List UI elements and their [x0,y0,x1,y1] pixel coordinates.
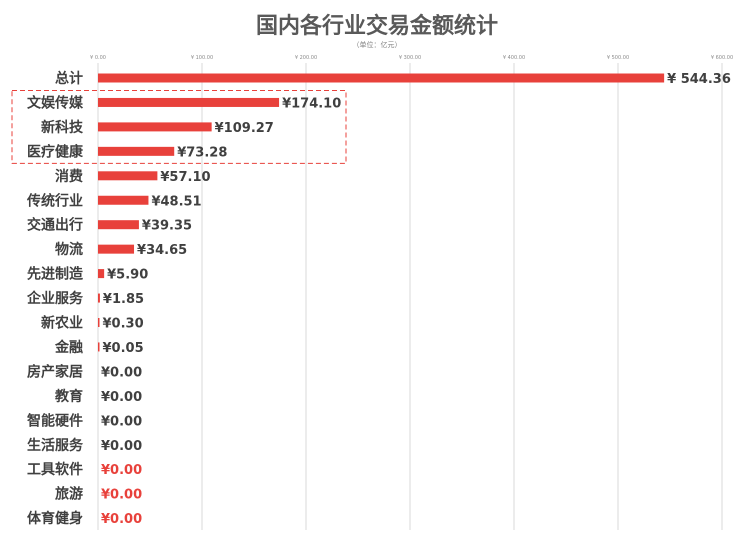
value-label: ¥ 544.36 [667,72,731,87]
category-label: 物流 [55,241,83,258]
x-tick-label: ¥ 500.00 [607,55,629,61]
x-tick-label: ¥ 600.00 [711,55,733,61]
value-label: ¥109.27 [215,121,274,136]
category-label: 体育健身 [27,510,83,527]
category-label: 企业服务 [26,290,84,307]
value-label: ¥73.28 [177,145,227,160]
x-tick-label: ¥ 100.00 [191,55,213,61]
bar [98,220,139,230]
category-label: 医疗健康 [27,143,84,160]
value-label: ¥39.35 [142,219,192,234]
bar [98,244,135,254]
category-label: 智能硬件 [26,412,83,429]
category-label: 消费 [55,168,83,185]
value-label: ¥0.05 [103,341,144,356]
x-tick-label: ¥ 0.00 [90,55,106,61]
category-label: 生活服务 [27,437,84,454]
bar [98,73,665,83]
x-tick-label: ¥ 300.00 [399,55,421,61]
value-label: ¥0.00 [101,463,142,478]
category-label: 新科技 [41,119,84,136]
highlight-box [11,89,347,164]
bar [98,171,158,181]
category-label: 先进制造 [27,266,83,283]
bar [98,342,100,352]
bar [98,318,100,327]
value-label: ¥57.10 [160,170,210,185]
value-label: ¥0.30 [103,317,144,332]
bar [98,293,100,303]
bar [98,195,149,205]
category-label: 教育 [55,388,83,405]
value-label: ¥0.00 [101,365,142,380]
value-label: ¥34.65 [137,243,187,258]
bar [98,97,280,107]
category-label: 传统行业 [26,192,83,209]
bar [98,269,105,279]
x-tick-label: ¥ 400.00 [503,55,525,61]
category-label: 金融 [54,339,83,356]
category-label: 文娱传媒 [27,94,84,111]
value-label: ¥0.00 [101,414,142,429]
category-label: 房产家居 [27,363,83,380]
value-label: ¥5.90 [107,268,148,283]
category-label: 总计 [55,70,83,87]
x-tick-label: ¥ 200.00 [295,55,317,61]
category-label: 交通出行 [27,217,83,234]
category-label: 新农业 [41,315,83,332]
value-label: ¥0.00 [101,439,142,454]
value-label: ¥0.00 [101,488,142,503]
bar [98,146,175,156]
chart-subtitle: （单位：亿元） [352,41,402,49]
chart-title: 国内各行业交易金额统计 [255,14,498,39]
bar [98,122,212,132]
value-label: ¥0.00 [101,390,142,405]
value-label: ¥48.51 [151,194,201,209]
value-label: ¥0.00 [101,512,142,527]
value-label: ¥174.10 [282,96,341,111]
value-label: ¥1.85 [103,292,144,307]
category-label: 工具软件 [27,461,83,478]
category-label: 旅游 [55,486,83,503]
